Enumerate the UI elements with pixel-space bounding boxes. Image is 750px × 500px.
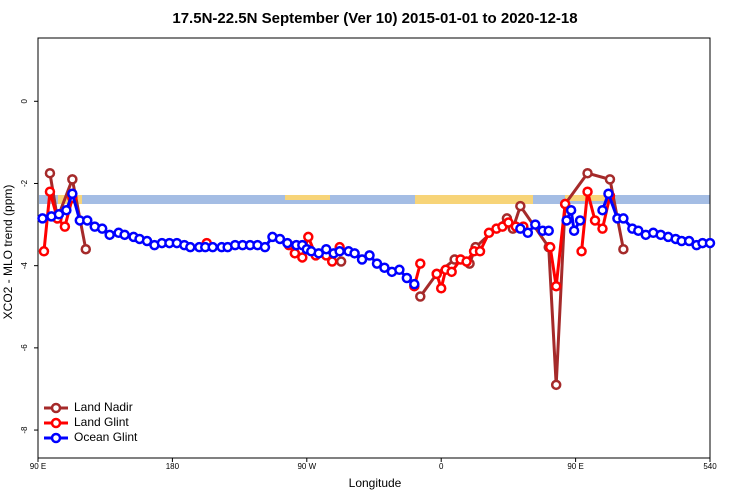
data-point [604,174,616,185]
data-point [282,237,293,249]
x-tick-label: 540 [703,462,717,471]
data-point [597,204,608,216]
data-point [379,262,390,273]
data-point [415,291,426,302]
data-point [67,188,78,200]
y-tick-label: 0 [20,99,29,104]
data-point [96,223,108,234]
data-point [618,243,629,255]
data-point [297,252,308,263]
data-point [568,225,580,236]
data-point [259,241,271,253]
data-point [603,188,614,200]
legend-label: Land Glint [74,415,129,429]
data-point [474,246,486,257]
data-point [618,213,629,224]
data-point [543,225,554,236]
data-point [401,272,413,284]
data-point [597,223,608,234]
chart-title: 17.5N-22.5N September (Ver 10) 2015-01-0… [172,10,577,27]
data-point [409,278,420,290]
data-point [574,215,586,226]
data-point [483,227,495,239]
data-point [349,248,360,259]
data-point [582,167,593,179]
data-point [364,250,375,261]
data-point [67,174,78,185]
data-point [446,266,457,278]
data-point [335,256,347,267]
data-point [320,243,332,255]
data-point [515,200,526,212]
y-tick-label: -2 [20,179,29,187]
data-point [576,246,587,257]
y-axis-label: XCO2 - MLO trend (ppm) [1,185,15,320]
data-point [415,258,426,269]
data-point [435,283,447,294]
legend-label: Ocean Glint [74,430,138,444]
data-point [561,215,572,226]
y-tick-label: -8 [20,426,29,434]
x-tick-label: 90 E [567,462,583,471]
data-point [82,215,93,226]
data-point [394,264,405,276]
data-point [356,254,368,265]
data-point [38,246,50,257]
data-point [207,241,218,253]
y-tick-label: -6 [20,344,29,352]
data-point [704,237,716,249]
legend-marker [50,417,62,429]
data-point [515,223,526,234]
data-point [80,243,92,255]
legend-marker [50,402,62,414]
data-point [44,186,56,197]
series-line [565,204,582,236]
data-point [522,227,534,239]
data-point [334,246,345,257]
data-point [53,209,65,220]
data-point [371,258,383,269]
data-point [37,213,48,224]
data-point [326,256,338,267]
data-point [303,231,314,243]
y-tick-label: -4 [20,262,29,270]
data-point [104,229,115,241]
data-point [550,379,562,391]
data-point [565,204,577,216]
data-point [530,219,541,230]
data-point [582,186,593,197]
data-point [589,215,601,226]
data-point [544,241,556,253]
series-line [42,188,416,286]
data-point [461,256,472,267]
x-tick-label: 180 [166,462,180,471]
plot-frame [37,37,711,459]
data-point [44,167,56,179]
data-point [274,233,286,245]
data-point [550,280,562,292]
data-point [141,235,153,247]
data-point [61,204,72,216]
data-point [185,241,196,253]
data-point [119,229,130,241]
data-point [313,248,324,259]
data-point [559,198,571,210]
x-tick-label: 90 E [30,462,46,471]
data-point [59,221,71,232]
data-point [431,268,442,280]
data-point [683,235,695,247]
legend-label: Land Nadir [74,400,133,414]
x-tick-label: 0 [439,462,444,471]
x-tick-label: 90 W [297,462,316,471]
data-point [633,225,644,236]
x-axis-label: Longitude [349,476,402,490]
legend-marker [50,432,62,444]
data-point [503,217,514,228]
